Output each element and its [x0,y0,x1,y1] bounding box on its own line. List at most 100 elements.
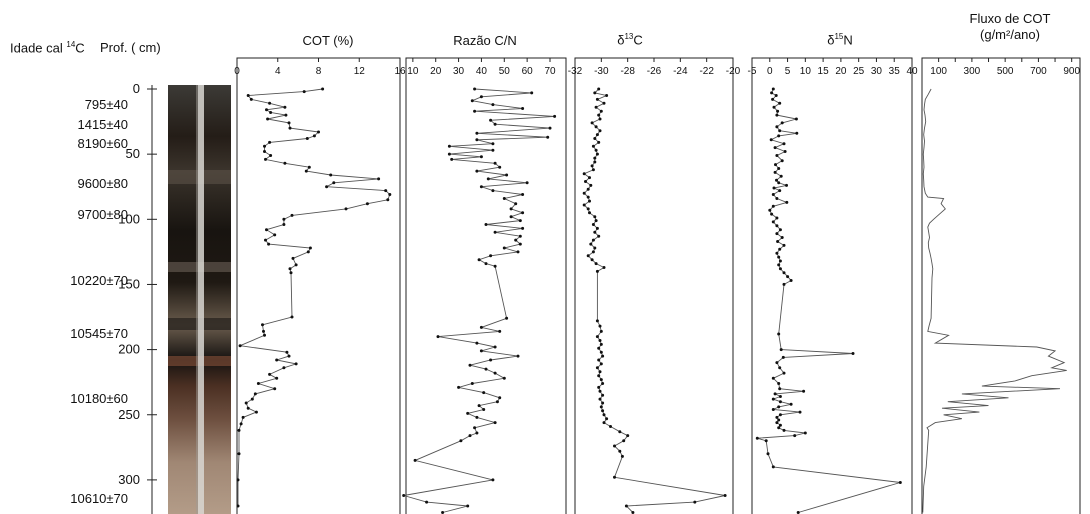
data-point [466,504,470,508]
data-point [781,355,785,359]
data-point [588,211,591,215]
data-point [283,105,287,109]
data-point [514,238,518,242]
data-point [489,118,493,122]
x-tick-label: 70 [544,66,556,77]
data-point [775,232,779,236]
data-point [384,189,388,193]
data-point [771,204,775,208]
data-point [778,228,782,232]
data-point [436,335,440,339]
depth-column-header: Prof. ( cm) [100,40,161,55]
data-point [269,154,273,157]
data-point [495,400,499,404]
data-point [263,150,266,153]
data-point [590,164,594,168]
data-point [602,421,606,425]
data-point [482,408,486,411]
data-point [264,157,267,161]
data-point [237,428,241,432]
data-point [256,382,260,385]
x-tick-label: 12 [354,66,366,77]
data-point [250,397,254,401]
data-point [771,465,775,469]
data-point [803,431,807,435]
data-point [770,212,774,216]
data-point [294,263,298,267]
data-point [273,233,277,237]
data-point [402,494,406,497]
data-point [598,117,602,121]
data-point [783,150,787,153]
data-point [254,410,258,414]
data-point [285,350,289,354]
data-point [601,354,605,358]
data-point [780,159,784,163]
panel-title-flux-line1: Fluxo de COT [969,11,1051,26]
data-point [775,421,779,425]
data-point [777,382,781,385]
data-point [307,165,311,169]
data-point [241,415,245,419]
depth-tick-label: 150 [118,276,140,291]
data-point [586,254,590,258]
data-point [768,208,772,212]
x-tick-label: -5 [748,66,757,77]
data-point [586,207,590,211]
data-point [602,266,606,269]
data-point [593,160,597,164]
data-point [459,439,463,443]
data-point [290,315,294,319]
data-point [780,236,784,239]
data-point [302,90,306,94]
data-point [493,230,497,234]
data-point [764,439,768,443]
data-point [479,325,483,329]
data-point [548,126,552,130]
age-label: 9700±80 [77,207,128,223]
data-point [493,345,497,349]
data-point [594,125,598,129]
data-point [525,181,529,185]
panel-title-cot: COT (%) [302,33,354,48]
panels: 0 4 8 12 16 10 20 30 40 50 60 70 -32 -30 -28 -26 -24 -22-… [234,57,1081,514]
x-tick-label: 50 [499,66,511,77]
data-point [236,504,240,508]
data-point [598,389,602,393]
data-point [590,258,594,262]
data-point [468,434,472,438]
panel-title-d15n: δ15N [827,32,853,48]
x-tick-label: 10 [407,66,419,77]
data-point [593,246,597,250]
x-tick-label: 15 [818,66,830,77]
data-point [798,410,802,414]
x-tick-label: -30 [594,66,609,77]
data-point [777,167,781,170]
data-point [624,504,628,508]
data-point [778,366,782,370]
data-point [386,198,390,202]
data-point [294,362,298,366]
data-point [771,87,775,91]
data-point [588,176,591,180]
data-point [262,329,265,333]
panel-frame [751,57,913,514]
data-point [779,174,783,178]
data-point [771,220,775,224]
data-point [778,400,782,404]
data-point [246,94,250,97]
data-point [775,216,779,220]
data-point [789,279,793,282]
data-point [518,234,522,238]
data-point [491,142,495,146]
panel-title-d13c: δ13C [617,32,643,48]
x-tick-label: 5 [785,66,791,77]
data-point [593,137,597,140]
data-point [505,173,509,177]
data-point [473,87,477,91]
data-point [475,415,479,419]
data-point [591,168,595,172]
data-point [601,409,605,413]
data-point [282,223,286,226]
age-label: 10180±60 [70,391,128,407]
